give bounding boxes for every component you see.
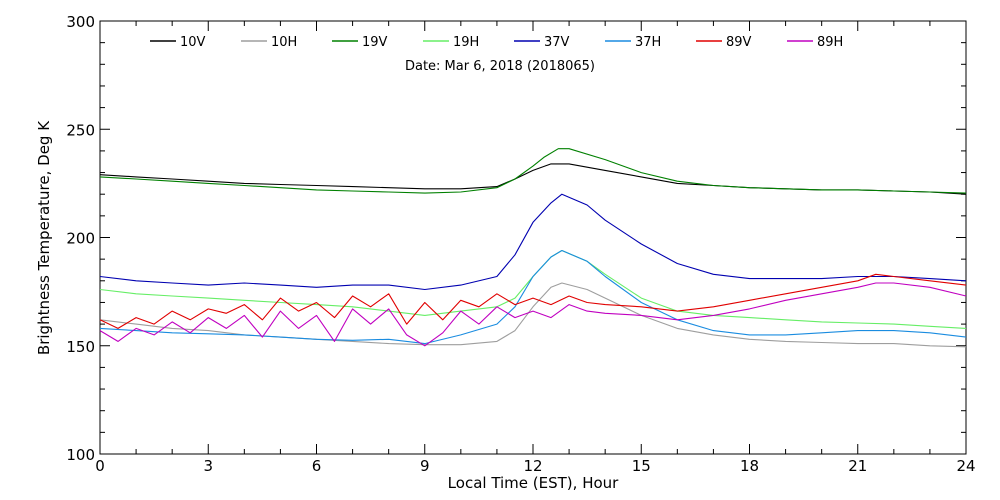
legend: 10V 10H 19V 19H 37V 37H 89V 89H: [150, 35, 843, 50]
x-tick-label: 24: [956, 457, 975, 475]
series-line-37v: [99, 193, 967, 291]
y-tick-label: 150: [66, 338, 95, 356]
x-tick-label: 18: [740, 457, 759, 475]
y-tick-label: 250: [66, 121, 95, 139]
legend-label-37h: 37H: [635, 35, 661, 50]
series-line-10h: [99, 282, 967, 348]
plot-border: [99, 20, 967, 455]
x-tick-label: 3: [203, 457, 213, 475]
x-axis-label: Local Time (EST), Hour: [448, 474, 619, 492]
x-tick-label: 9: [420, 457, 430, 475]
axis-ticks: 0 3 6 9 12 15 18 21 24 100 150 200 250 300: [66, 13, 975, 475]
x-tick-label: 6: [312, 457, 322, 475]
legend-label-19v: 19V: [362, 35, 388, 50]
x-tick-label: 21: [848, 457, 867, 475]
x-tick-label: 15: [632, 457, 651, 475]
plot-frame: [99, 20, 967, 455]
legend-label-37v: 37V: [544, 35, 570, 50]
legend-label-10v: 10V: [180, 35, 206, 50]
series-line-37h: [99, 249, 967, 345]
x-tick-label: 12: [523, 457, 542, 475]
legend-label-19h: 19H: [453, 35, 479, 50]
series-line-19h: [99, 249, 967, 329]
y-tick-label: 100: [66, 446, 95, 464]
series-line-19v: [99, 148, 967, 194]
legend-label-89h: 89H: [817, 35, 843, 50]
legend-label-89v: 89V: [726, 35, 752, 50]
series-line-89v: [99, 273, 967, 329]
y-tick-label: 300: [66, 13, 95, 31]
legend-label-10h: 10H: [271, 35, 297, 50]
x-tick-label: 0: [95, 457, 105, 475]
series-line-89h: [99, 282, 967, 347]
series-layer: [99, 148, 967, 348]
y-tick-label: 200: [66, 230, 95, 248]
chart-subtitle: Date: Mar 6, 2018 (2018065): [405, 59, 595, 74]
y-axis-label: Brightness Temperature, Deg K: [35, 120, 53, 355]
